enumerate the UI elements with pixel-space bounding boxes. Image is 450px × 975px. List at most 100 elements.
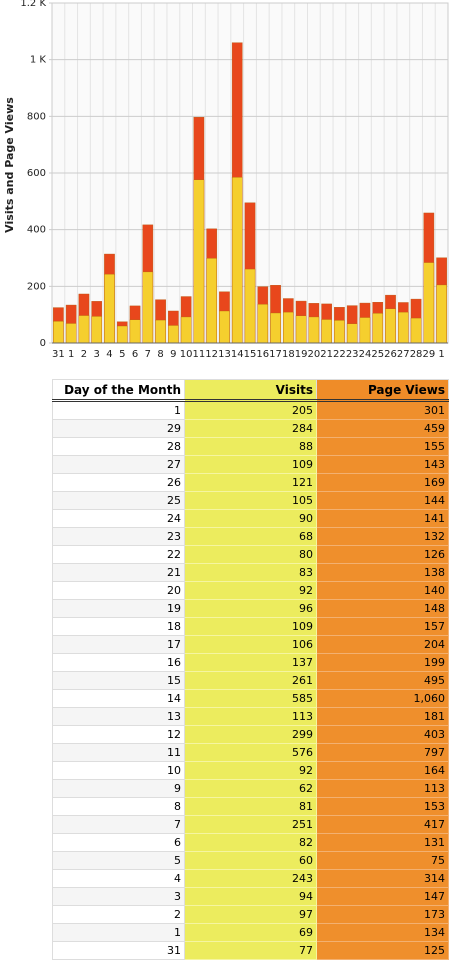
table-cell: 105: [184, 491, 317, 510]
table-cell: 261: [184, 671, 317, 690]
bar: [410, 317, 422, 344]
table-cell: 14: [52, 689, 185, 708]
bar: [244, 268, 256, 344]
y-tick-label: 400: [27, 225, 46, 236]
table-cell: 27: [52, 455, 185, 474]
table-cell: 11: [52, 743, 185, 762]
table-cell: 137: [184, 653, 317, 672]
bar: [436, 284, 447, 344]
x-tick-label: 17: [269, 349, 282, 360]
table-cell: 29: [52, 419, 185, 438]
x-tick-label: 19: [295, 349, 308, 360]
table-row: 26 121 169: [52, 473, 449, 492]
table-cell: 157: [316, 617, 449, 636]
table-row: 7 251 417: [52, 815, 449, 834]
x-tick-label: 29: [422, 349, 435, 360]
x-tick-label: 21: [320, 349, 333, 360]
table-cell: 143: [316, 455, 449, 474]
bar: [53, 320, 64, 344]
table-cell: 31: [52, 941, 185, 960]
table-cell: 147: [316, 887, 449, 906]
table-cell: 68: [184, 527, 317, 546]
bar: [155, 319, 166, 344]
table-cell: 164: [316, 761, 449, 780]
table-cell: 24: [52, 509, 185, 528]
table-cell: 173: [316, 905, 449, 924]
x-tick-label: 11: [193, 349, 206, 360]
bar: [91, 316, 103, 344]
table-row: 1 69 134: [52, 923, 449, 942]
table-cell: 10: [52, 761, 185, 780]
y-tick-label: 800: [27, 111, 46, 122]
table-cell: 90: [184, 509, 317, 528]
table-cell: 3: [52, 887, 185, 906]
table-row: 19 96 148: [52, 599, 449, 618]
table-cell: 140: [316, 581, 449, 600]
table-cell: 113: [316, 779, 449, 798]
y-axis-label: Visits and Page Views: [3, 97, 16, 233]
table-cell: 109: [184, 455, 317, 474]
x-tick-label: 8: [157, 349, 163, 360]
x-tick-label: 1: [68, 349, 74, 360]
header-row: Day of the Month Visits Page Views: [52, 379, 449, 402]
bar: [321, 319, 332, 344]
table-row: 4 243 314: [52, 869, 449, 888]
table-cell: 60: [184, 851, 317, 870]
bar: [129, 319, 141, 344]
table-cell: 6: [52, 833, 185, 852]
table-cell: 155: [316, 437, 449, 456]
bar: [219, 310, 230, 344]
table-cell: 131: [316, 833, 449, 852]
table-row: 23 68 132: [52, 527, 449, 546]
table-cell: 1,060: [316, 689, 449, 708]
table-cell: 138: [316, 563, 449, 582]
bar: [231, 177, 243, 344]
x-tick-label: 12: [205, 349, 218, 360]
bar: [193, 179, 205, 344]
table-cell: 1: [52, 923, 185, 942]
x-tick-label: 13: [218, 349, 231, 360]
chart: Visits and Page Views 0 200 400 600 800 1 K 1.…: [3, 0, 449, 360]
table-cell: 17: [52, 635, 185, 654]
header-cell: Day of the Month: [52, 379, 185, 402]
table-cell: 113: [184, 707, 317, 726]
x-tick-label: 6: [132, 349, 138, 360]
y-tick-label: 1.2 K: [20, 0, 46, 9]
table-cell: 5: [52, 851, 185, 870]
x-tick-label: 14: [231, 349, 244, 360]
table-cell: 7: [52, 815, 185, 834]
table-cell: 1: [52, 400, 185, 420]
table-row: 12 299 403: [52, 725, 449, 744]
table-cell: 121: [184, 473, 317, 492]
table-row: 13 113 181: [52, 707, 449, 726]
bar: [168, 325, 179, 344]
x-tick-label: 3: [94, 349, 100, 360]
y-tick-label: 600: [27, 168, 46, 179]
table-cell: 16: [52, 653, 185, 672]
table-row: 25 105 144: [52, 491, 449, 510]
table-cell: 169: [316, 473, 449, 492]
table-cell: 18: [52, 617, 185, 636]
bar: [283, 311, 294, 344]
x-tick-label: 22: [333, 349, 346, 360]
table-row: 9 62 113: [52, 779, 449, 798]
x-tick-label: 4: [106, 349, 112, 360]
table-row: 16 137 199: [52, 653, 449, 672]
table-cell: 243: [184, 869, 317, 888]
table-cell: 797: [316, 743, 449, 762]
bar: [372, 313, 384, 344]
table-cell: 301: [316, 400, 449, 420]
table-cell: 92: [184, 761, 317, 780]
bar: [334, 320, 345, 344]
table-row: 15 261 495: [52, 671, 449, 690]
bar: [308, 316, 320, 344]
x-tick-label: 18: [282, 349, 295, 360]
table-cell: 417: [316, 815, 449, 834]
x-tick-label: 24: [359, 349, 372, 360]
x-tick-label: 15: [244, 349, 257, 360]
table-row: 22 80 126: [52, 545, 449, 564]
header-cell: Page Views: [316, 379, 449, 402]
table-cell: 13: [52, 707, 185, 726]
x-tick-label: 31: [52, 349, 65, 360]
